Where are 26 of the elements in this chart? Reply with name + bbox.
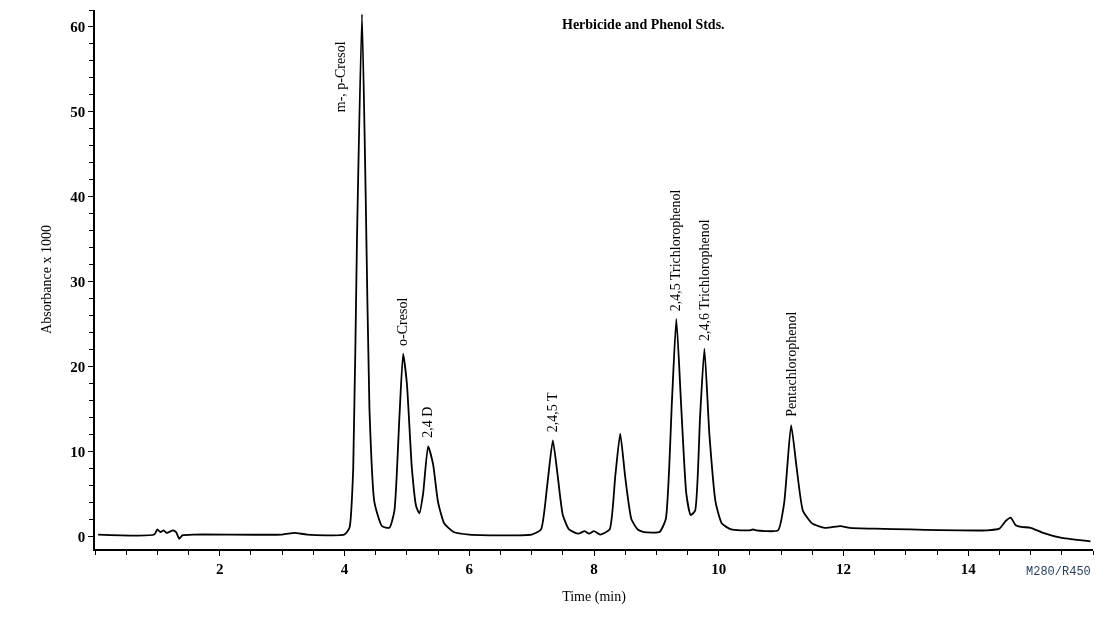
text: Herbicide and Phenol Stds. — [562, 17, 725, 32]
annotation: 2,4,6 Trichlorophenol — [696, 219, 712, 342]
y-tick-label: 10 — [70, 443, 86, 460]
line-series — [97, 13, 1092, 543]
x-tick-label: 2 — [216, 560, 224, 577]
annotation: Pentachlorophenol — [783, 311, 799, 417]
text: M280/R450 — [1026, 565, 1091, 579]
annotation: 2,4,5 T — [545, 391, 561, 433]
annotation: m-, p-Cresol — [332, 41, 348, 113]
annotation: o-Cresol — [395, 297, 411, 346]
y-tick-label: 60 — [70, 19, 86, 36]
x-axis-title: Time (min) — [562, 588, 627, 605]
x-tick-label: 10 — [711, 560, 727, 577]
y-tick-label: 30 — [70, 273, 86, 290]
x-tick-label: 6 — [465, 560, 474, 577]
y-tick-label: 40 — [70, 188, 86, 205]
y-tick-label: 50 — [70, 104, 86, 121]
x-tick-label: 14 — [960, 560, 977, 577]
x-tick-label: 4 — [340, 560, 349, 577]
x-tick-label: 12 — [836, 560, 851, 577]
annotation: 2,4,5 Trichlorophenol — [668, 189, 684, 312]
x-tick-label: 8 — [590, 560, 598, 577]
y-tick-label: 0 — [77, 528, 86, 545]
annotation: 2,4 D — [420, 406, 436, 438]
y-axis-title: Absorbance x 1000 — [39, 225, 55, 334]
y-tick-label: 20 — [70, 358, 86, 375]
